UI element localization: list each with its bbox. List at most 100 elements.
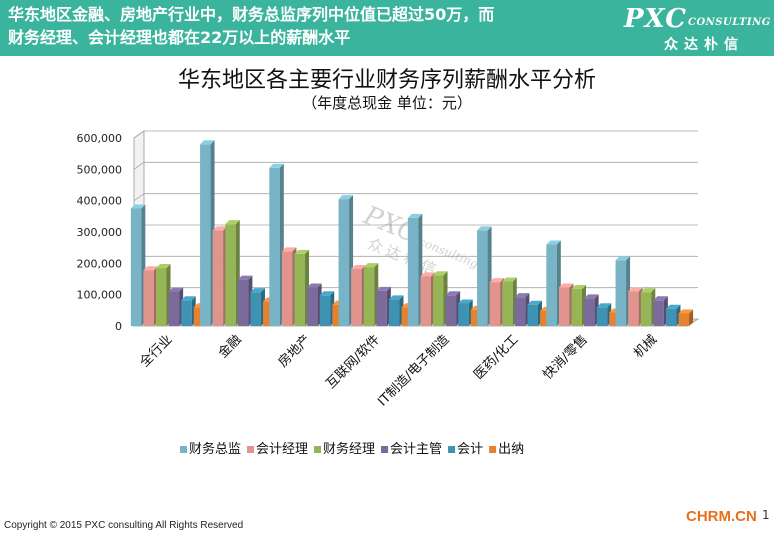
bar xyxy=(212,226,228,326)
bar-top xyxy=(212,226,228,231)
bar-top xyxy=(156,264,171,269)
bar-front xyxy=(401,307,413,326)
bar-top xyxy=(596,303,612,308)
page-number: 1 xyxy=(762,508,770,522)
legend-label: 财务经理 xyxy=(323,441,375,457)
bar xyxy=(319,291,335,326)
bar-front xyxy=(546,244,557,326)
gridline xyxy=(133,130,698,139)
bar-front xyxy=(338,199,350,326)
legend-label: 会计经理 xyxy=(256,442,308,457)
x-tick-label: 医药/化工 xyxy=(471,332,521,382)
bar-front xyxy=(433,275,444,326)
bar-top xyxy=(615,256,631,261)
bar-front xyxy=(678,313,690,326)
bar-top xyxy=(269,163,284,168)
bar-front xyxy=(420,276,431,326)
bar-top xyxy=(653,296,668,301)
bar-front xyxy=(470,309,482,326)
bar xyxy=(653,296,668,326)
bar-front xyxy=(269,167,280,326)
y-tick-label: 500,000 xyxy=(77,163,123,176)
bar-top xyxy=(130,204,146,209)
bar xyxy=(407,213,423,326)
bar-top xyxy=(420,272,435,277)
bar xyxy=(363,263,379,326)
bar-front xyxy=(596,307,608,326)
y-tick-label: 100,000 xyxy=(77,289,123,302)
bar-front xyxy=(609,312,620,326)
bar-top xyxy=(584,294,599,299)
bar xyxy=(269,163,284,326)
y-tick-label: 600,000 xyxy=(77,132,123,145)
bar-top xyxy=(527,300,542,305)
bar xyxy=(546,240,561,326)
bar xyxy=(168,287,184,326)
bar-front xyxy=(225,224,236,326)
y-tick-label: 200,000 xyxy=(77,257,123,270)
legend-swatch xyxy=(314,446,322,453)
bar-top xyxy=(351,264,366,269)
bar-front xyxy=(540,310,551,326)
bar-front xyxy=(319,295,331,326)
legend-swatch xyxy=(180,446,187,453)
legend-label: 财务总监 xyxy=(189,441,241,457)
bar-top xyxy=(363,263,379,268)
bar xyxy=(388,295,404,326)
x-tick-label: 金融 xyxy=(215,332,245,362)
bar-top xyxy=(445,291,461,296)
legend-swatch xyxy=(448,446,456,453)
site-mark: CHRM.CN xyxy=(686,508,757,525)
bar-top xyxy=(546,240,561,245)
bar xyxy=(665,304,681,326)
bar-front xyxy=(332,304,343,326)
bar xyxy=(338,195,354,326)
x-tick-label: 互联网/软件 xyxy=(324,332,384,392)
bar xyxy=(477,226,492,326)
bar-front xyxy=(281,251,293,326)
bar xyxy=(458,299,473,326)
bar-side xyxy=(689,309,694,326)
bar-front xyxy=(307,287,318,326)
logo-main: PXC xyxy=(624,4,687,34)
bar xyxy=(433,271,448,326)
legend-label: 出纳 xyxy=(498,442,524,457)
y-tick-label: 0 xyxy=(115,320,122,333)
bar xyxy=(640,288,656,326)
bar-top xyxy=(168,287,184,292)
bar-front xyxy=(250,292,261,326)
bar-top xyxy=(558,283,574,288)
bar-top xyxy=(489,278,505,283)
bar-top xyxy=(433,271,448,276)
bar-top xyxy=(571,285,587,290)
y-tick-label: 300,000 xyxy=(77,226,123,239)
bar xyxy=(200,140,215,326)
bar xyxy=(294,249,310,326)
bar xyxy=(502,277,517,326)
gridline xyxy=(133,161,698,170)
bar-front xyxy=(665,308,677,326)
pxc-logo: PXC CONSULTING 众达朴信 xyxy=(618,4,771,53)
bar xyxy=(678,309,694,326)
bar-top xyxy=(514,293,530,298)
bar-front xyxy=(376,290,387,326)
header-line-1: 华东地区金融、房地产行业中，财务总监序列中位值已超过50万，而 xyxy=(8,5,495,24)
x-tick-label: 房地产 xyxy=(275,332,314,371)
bar-front xyxy=(212,230,224,326)
bar-top xyxy=(388,295,404,300)
bar xyxy=(181,296,196,326)
bar-front xyxy=(263,301,274,326)
logo-sub: CONSULTING xyxy=(688,17,771,28)
bar-top xyxy=(143,266,158,271)
bar-front xyxy=(584,298,595,326)
bar xyxy=(596,303,612,326)
bar xyxy=(351,264,366,326)
bar-front xyxy=(477,230,488,326)
bar-front xyxy=(615,260,627,326)
bar-top xyxy=(307,283,322,288)
bar xyxy=(527,300,542,326)
bar-front xyxy=(168,291,180,326)
bar-front xyxy=(351,268,362,326)
legend-label: 会计主管 xyxy=(390,442,442,457)
legend-swatch xyxy=(247,446,255,453)
